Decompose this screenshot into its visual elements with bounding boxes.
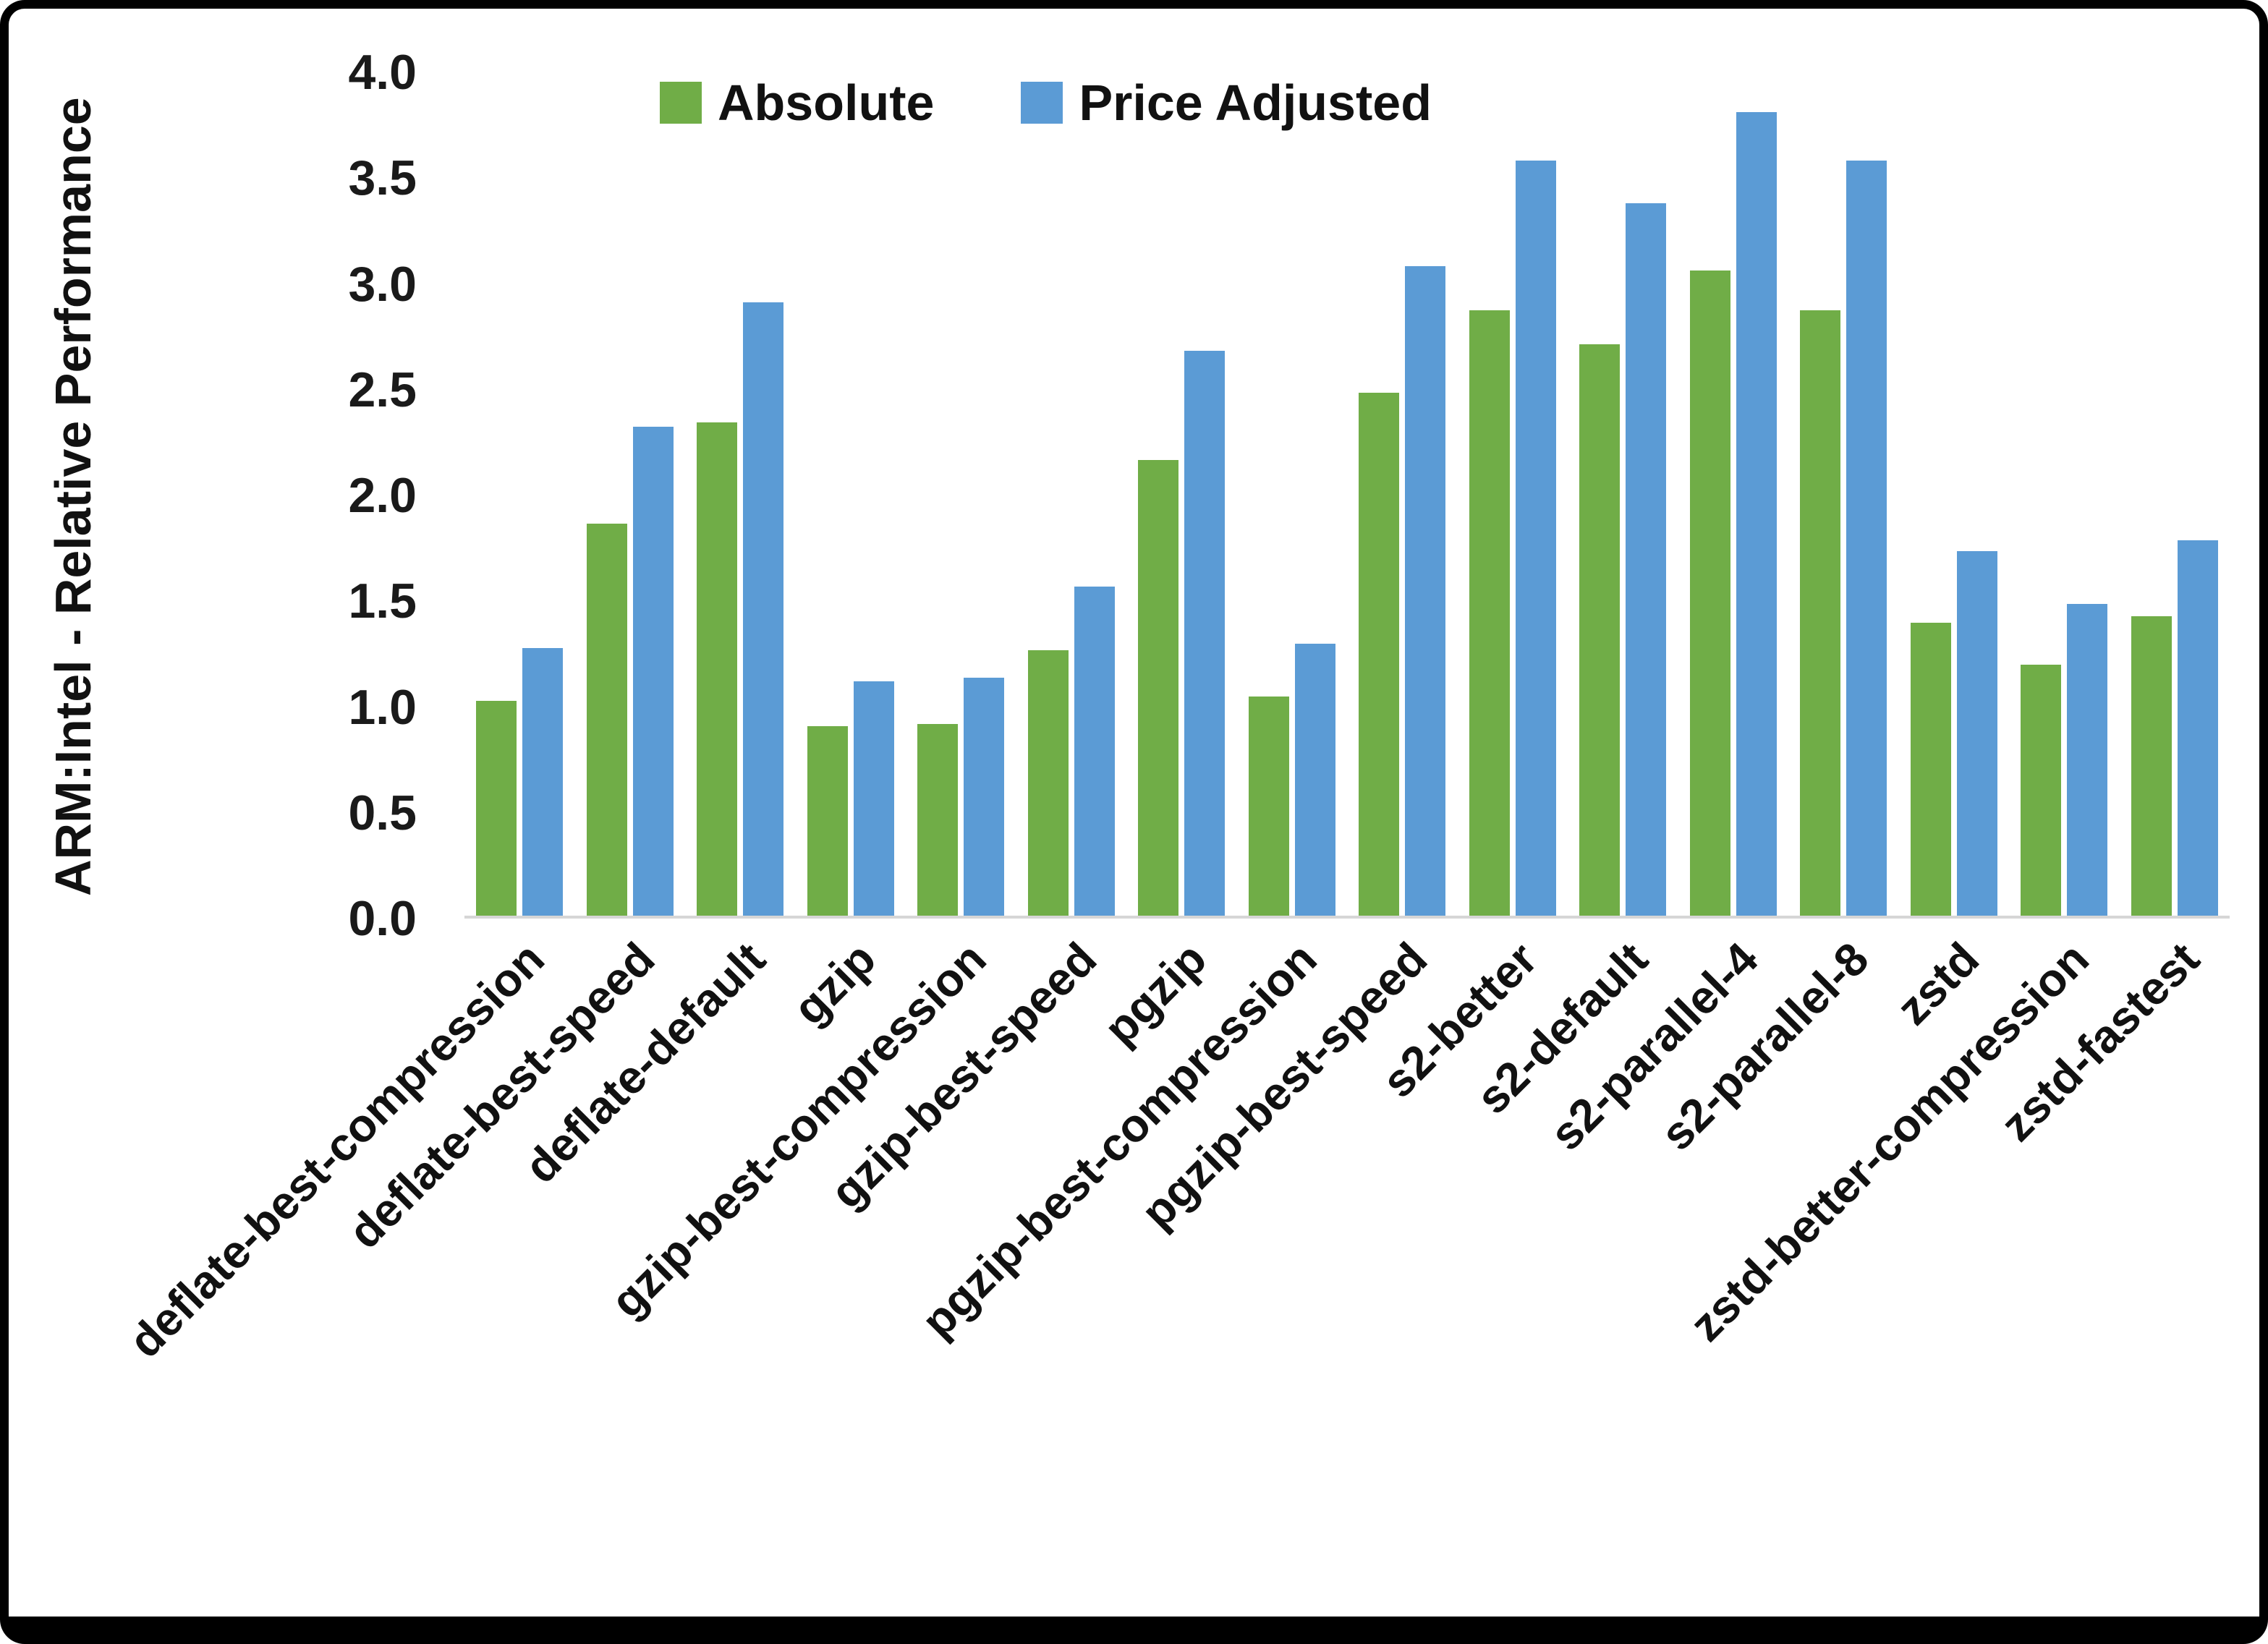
bar-absolute [1910,622,1951,916]
bar-absolute [807,725,848,916]
x-axis-label: zstd [1886,932,1989,1035]
legend: Absolute Price Adjusted [660,77,1432,128]
bar-absolute [1027,649,1069,916]
legend-marker-absolute [660,82,702,124]
bar-absolute [1359,393,1400,916]
bar-price-adjusted [1956,550,1997,916]
bar-price-adjusted [1736,112,1777,916]
y-axis-tick: 2.5 [348,362,417,417]
y-axis-tick: 1.0 [348,679,417,735]
bar-group: gzip-best-speed [820,72,1127,1219]
bar-group: zstd-better-compression [1680,72,2120,1351]
y-axis-tick: 0.0 [348,891,417,946]
plot-area: deflate-best-compression deflate-best-spe… [119,72,2230,1368]
bar-absolute [2131,616,2172,916]
bar-absolute [917,723,959,916]
x-axis-label: deflate-best-compression [119,932,555,1368]
legend-item-absolute: Absolute [660,77,934,128]
bar-group: pgzip [1094,72,1237,1055]
bar-price-adjusted [1074,587,1115,916]
bar-absolute [1800,310,1841,916]
bar-group: deflate-default [514,72,796,1193]
legend-marker-price-adjusted [1021,82,1063,124]
y-axis-ticks: 4.0 3.5 3.0 2.5 2.0 1.5 1.0 0.5 0.0 [117,48,443,943]
bar-price-adjusted [2177,540,2218,916]
bar-price-adjusted [964,677,1005,916]
bar-price-adjusted [1846,161,1887,916]
bar-absolute [1469,310,1510,916]
bar-group: s2-default [1466,72,1678,1124]
bar-price-adjusted [1294,643,1335,916]
y-axis-tick: 3.5 [348,150,417,206]
bar-price-adjusted [1515,161,1556,916]
bar-group: s2-parallel-4 [1540,72,1789,1160]
bar-absolute [1579,344,1621,916]
y-axis-tick: 4.0 [348,45,417,100]
bar-price-adjusted [743,302,784,916]
legend-item-price-adjusted: Price Adjusted [1021,77,1432,128]
bar-group: zstd [1886,72,2010,1035]
bar-group: deflate-best-compression [119,72,575,1368]
y-axis-tick: 2.0 [348,468,417,523]
legend-label-price-adjusted: Price Adjusted [1079,74,1432,131]
bar-price-adjusted [522,647,564,916]
legend-label-absolute: Absolute [718,74,935,131]
bar-absolute [1248,696,1289,916]
bar-group: gzip [783,72,906,1035]
bar-absolute [586,523,627,916]
bar-price-adjusted [1626,203,1667,916]
bar-group: zstd-fastest [1990,72,2230,1151]
y-axis-tick: 0.5 [348,785,417,840]
bar-group: s2-better [1372,72,1568,1107]
bar-price-adjusted [1184,350,1226,916]
bar-absolute [476,700,517,916]
bar-price-adjusted [2067,603,2108,916]
bar-absolute [1689,271,1730,916]
y-axis-title: ARM:Intel - Relative Performance [45,97,101,897]
bar-price-adjusted [1405,266,1446,916]
bar-group: gzip-best-compression [600,72,1016,1327]
x-axis-label: gzip [783,932,885,1035]
bar-absolute [697,422,738,916]
y-axis-tick: 3.0 [348,256,417,312]
bar-group: deflate-best-speed [339,72,686,1258]
bar-group: pgzip-best-compression [912,72,1348,1347]
bar-group: s2-parallel-8 [1650,72,1899,1160]
bar-group: pgzip-best-speed [1131,72,1458,1238]
bar-price-adjusted [632,426,674,916]
y-axis-tick: 1.5 [348,574,417,629]
bar-absolute [1138,460,1179,916]
bar-absolute [2021,665,2062,916]
bar-price-adjusted [853,681,894,916]
